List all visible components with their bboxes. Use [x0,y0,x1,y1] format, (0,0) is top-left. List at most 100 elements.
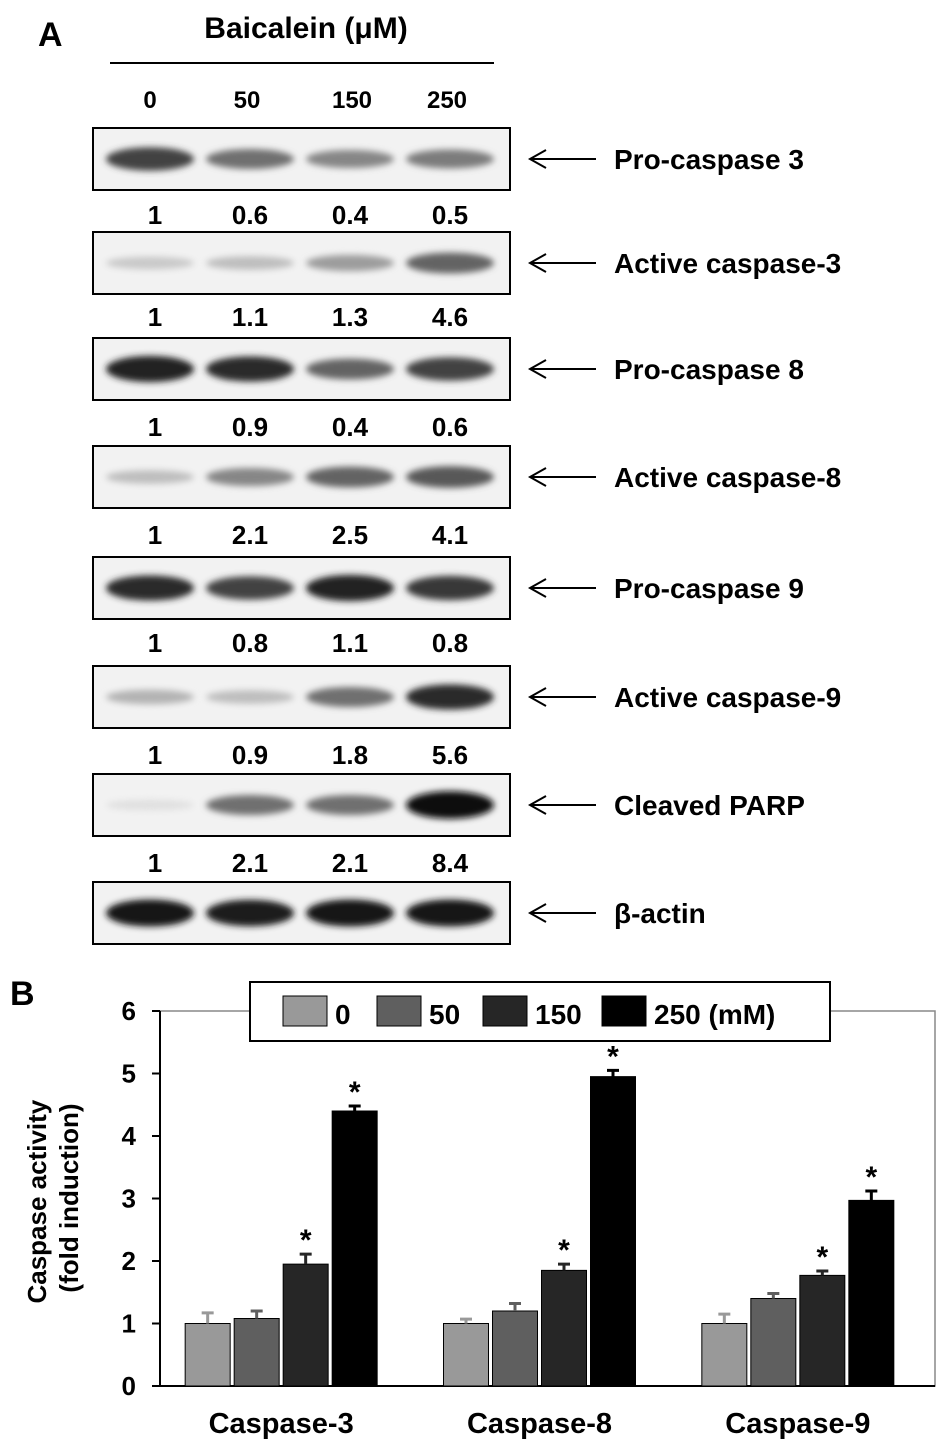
bar [701,1323,748,1387]
y-tick-label: 3 [122,1184,136,1214]
blot-band [206,467,294,487]
blot-band [206,899,294,927]
blot-band [406,684,494,710]
x-category-label: Caspase-3 [209,1408,354,1440]
legend-label: 150 [535,999,582,1030]
ratio-label: 0.8 [432,628,468,658]
blot-band [306,149,394,169]
blot-strip: β-actin [92,881,706,945]
blot-strip: Pro-caspase 9 [92,556,804,620]
ratio-label: 1 [148,200,162,230]
blot-band [406,252,494,274]
x-category-label: Caspase-9 [725,1408,870,1440]
blot-band [206,576,294,600]
ratio-label: 8.4 [432,848,469,878]
blot-band [106,899,194,927]
blot-band [306,574,394,602]
blot-label: Active caspase-9 [614,682,841,713]
dose-labels: 0 50 150 250 [143,87,467,114]
blot-band [306,687,394,707]
legend-label: 0 [335,999,351,1030]
bar [443,1323,489,1387]
ratio-label: 1.3 [332,302,368,332]
treatment-label: Baicalein (μM) [204,12,407,45]
arrow-head [527,253,547,273]
blot-label: Pro-caspase 8 [614,354,804,385]
dose-label: 250 [427,87,467,114]
panel-b-label: B [10,975,35,1013]
ratio-label: 1 [148,628,162,658]
blot-band [406,575,494,601]
blot-label: Cleaved PARP [614,790,805,821]
blot-strip: Active caspase-3 [92,231,841,295]
blot-band [306,254,394,272]
ratio-label: 1.1 [332,628,368,658]
blot-band [306,466,394,488]
blot-strip: Pro-caspase 8 [92,337,804,401]
legend-swatch [282,995,328,1027]
legend-swatch [376,995,422,1027]
ratio-label: 0.9 [232,412,268,442]
blot-band [306,358,394,380]
blot-label: Pro-caspase 3 [614,144,804,175]
blot-strip: Active caspase-8 [92,445,841,509]
blot-strip: Cleaved PARP [92,773,805,837]
ratio-label: 0.8 [232,628,268,658]
ratio-label: 0.6 [432,412,468,442]
bar [331,1110,378,1387]
y-tick-label: 5 [122,1059,136,1089]
blot-label: Active caspase-8 [614,462,841,493]
blot-band [406,791,494,819]
bar [848,1199,895,1387]
panel-a-label: A [38,16,63,54]
ratio-label: 1 [148,302,162,332]
dose-label: 150 [332,87,372,114]
blot-band [106,470,194,484]
bar-chart: 0 1 2 3 4 5 6 * * Caspase-3 * * Caspase-8 * * Caspase-9… [122,981,936,1440]
ratio-label: 2.5 [332,520,368,550]
x-category-label: Caspase-8 [467,1408,612,1440]
blot-band [106,799,194,811]
blot-band [406,466,494,488]
significance-marker: * [349,1076,361,1109]
significance-marker: * [558,1234,570,1267]
arrow-head [527,578,547,598]
blot-band [106,147,194,171]
bar [282,1263,329,1387]
blot-band [406,149,494,169]
legend-label: 250 (mM) [654,999,775,1030]
blot-band [206,690,294,704]
blot-band [106,256,194,270]
arrow-head [527,149,547,169]
blot-band [206,149,294,169]
ratio-label: 4.1 [432,520,468,550]
y-axis-label-line1: Caspase activity [22,1099,52,1303]
ratio-label: 1.8 [332,740,368,770]
arrow-head [527,467,547,487]
arrow-head [527,687,547,707]
ratio-label: 1 [148,740,162,770]
arrow-head [527,903,547,923]
blot-label: β-actin [614,898,706,929]
legend-swatch [482,995,528,1027]
blot-band [206,356,294,382]
blot-band [406,357,494,381]
dose-label: 50 [234,87,261,114]
blot-band [306,795,394,815]
blot-label: Active caspase-3 [614,248,841,279]
blot-strip: Active caspase-9 [92,665,841,729]
blot-label: Pro-caspase 9 [614,573,804,604]
ratio-label: 0.4 [332,200,369,230]
legend-box [249,981,831,1042]
ratio-label: 1 [148,848,162,878]
y-tick-label: 6 [122,996,136,1026]
bar [799,1274,846,1387]
dose-label: 0 [143,87,156,114]
y-tick-label: 0 [122,1371,136,1401]
y-axis-label-line2: (fold induction) [54,1103,84,1292]
bar [541,1269,587,1387]
ratio-label: 5.6 [432,740,468,770]
y-tick-label: 4 [122,1121,137,1151]
ratio-label: 2.1 [332,848,368,878]
